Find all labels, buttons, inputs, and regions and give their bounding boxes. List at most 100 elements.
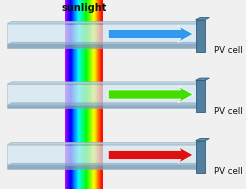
Bar — [97, 0, 98, 189]
Bar — [65, 0, 66, 189]
Bar — [90, 0, 91, 189]
Polygon shape — [7, 165, 197, 169]
Bar — [88, 0, 89, 189]
Bar — [76, 0, 77, 189]
Bar — [75, 0, 76, 189]
Bar — [83, 0, 84, 189]
Bar — [89, 0, 90, 189]
Polygon shape — [7, 145, 197, 165]
Bar — [94, 0, 95, 189]
Polygon shape — [196, 80, 205, 112]
Polygon shape — [7, 82, 201, 84]
Bar — [96, 0, 97, 189]
Bar — [102, 0, 103, 189]
Bar — [69, 0, 70, 189]
Bar — [67, 0, 68, 189]
Bar — [84, 0, 85, 189]
Polygon shape — [7, 105, 197, 108]
Bar — [99, 0, 100, 189]
Bar — [91, 0, 92, 189]
Bar — [71, 0, 72, 189]
Bar — [88, 0, 89, 189]
Bar — [90, 0, 91, 189]
Polygon shape — [196, 20, 205, 52]
Bar — [71, 0, 72, 189]
Bar — [74, 0, 75, 189]
Bar — [82, 0, 83, 189]
Bar — [79, 0, 80, 189]
Bar — [66, 0, 67, 189]
Bar — [91, 0, 92, 189]
Bar — [92, 0, 93, 189]
Bar — [81, 0, 82, 189]
Polygon shape — [196, 78, 209, 80]
Bar — [101, 0, 102, 189]
Bar — [79, 0, 80, 189]
Bar — [98, 0, 99, 189]
Bar — [80, 0, 81, 189]
Polygon shape — [196, 141, 205, 173]
Bar — [95, 0, 96, 189]
Bar — [73, 0, 74, 189]
Bar — [68, 0, 69, 189]
Bar — [80, 0, 81, 189]
Bar — [66, 0, 67, 189]
Bar — [70, 0, 71, 189]
Bar — [95, 0, 96, 189]
FancyArrow shape — [108, 86, 193, 103]
Bar — [98, 0, 99, 189]
Bar — [76, 0, 77, 189]
Bar — [94, 0, 95, 189]
Polygon shape — [7, 142, 201, 145]
Bar — [78, 0, 79, 189]
Polygon shape — [7, 24, 197, 44]
Bar — [96, 0, 97, 189]
Text: PV cell 3: PV cell 3 — [214, 167, 246, 176]
Bar — [85, 0, 86, 189]
Bar — [74, 0, 75, 189]
Bar — [70, 0, 71, 189]
Text: PV cell 1: PV cell 1 — [214, 46, 246, 55]
Text: PV cell 2: PV cell 2 — [214, 107, 246, 116]
Bar — [99, 0, 100, 189]
Polygon shape — [196, 18, 209, 20]
Bar — [69, 0, 70, 189]
Polygon shape — [7, 44, 197, 48]
Bar — [72, 0, 73, 189]
FancyArrow shape — [108, 26, 193, 43]
Bar — [72, 0, 73, 189]
Bar — [68, 0, 69, 189]
Bar — [86, 0, 87, 189]
Bar — [93, 0, 94, 189]
Bar — [101, 0, 102, 189]
Text: sunlight: sunlight — [62, 3, 107, 13]
Bar — [87, 0, 88, 189]
Bar — [67, 0, 68, 189]
Polygon shape — [196, 139, 209, 141]
Polygon shape — [7, 21, 201, 24]
Bar — [77, 0, 78, 189]
Bar — [89, 0, 90, 189]
Bar — [100, 0, 101, 189]
Bar — [92, 0, 93, 189]
Polygon shape — [7, 163, 201, 165]
Polygon shape — [7, 84, 197, 105]
Bar — [96, 0, 97, 189]
Bar — [87, 0, 88, 189]
Bar — [100, 0, 101, 189]
Bar — [67, 0, 68, 189]
Bar — [77, 0, 78, 189]
Bar — [84, 0, 85, 189]
FancyArrow shape — [108, 146, 193, 163]
Bar — [81, 0, 82, 189]
Bar — [82, 0, 83, 189]
Bar — [75, 0, 76, 189]
Bar — [78, 0, 79, 189]
Bar — [93, 0, 94, 189]
Polygon shape — [7, 103, 201, 105]
Bar — [97, 0, 98, 189]
Bar — [85, 0, 86, 189]
Bar — [86, 0, 87, 189]
Bar — [78, 0, 79, 189]
Bar — [73, 0, 74, 189]
